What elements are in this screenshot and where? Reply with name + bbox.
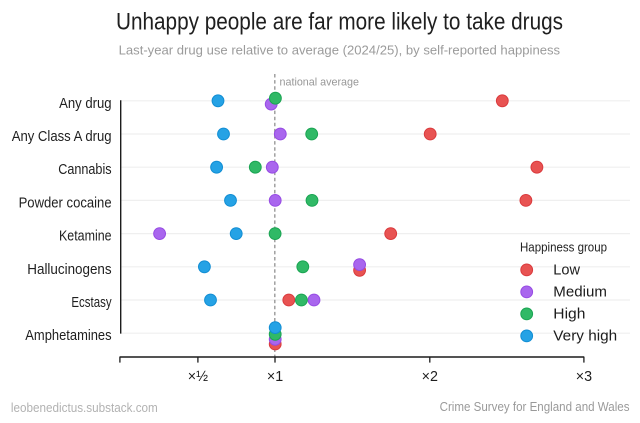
svg-text:Any Class A drug: Any Class A drug — [12, 128, 112, 145]
svg-text:×1: ×1 — [267, 369, 283, 385]
svg-text:Last-year drug use relative to: Last-year drug use relative to average (… — [119, 42, 561, 57]
svg-text:Unhappy people are far more li: Unhappy people are far more likely to ta… — [116, 9, 563, 36]
svg-text:×2: ×2 — [422, 369, 438, 385]
svg-text:Ecstasy: Ecstasy — [71, 294, 112, 311]
svg-text:Very high: Very high — [553, 328, 617, 345]
svg-text:national average: national average — [280, 77, 360, 89]
svg-text:Medium: Medium — [553, 284, 607, 301]
svg-text:leobenedictus.substack.com: leobenedictus.substack.com — [11, 401, 158, 415]
svg-text:Crime Survey for England and W: Crime Survey for England and Wales — [440, 399, 630, 414]
svg-text:Cannabis: Cannabis — [58, 161, 111, 178]
svg-text:Low: Low — [553, 262, 580, 279]
svg-text:Any drug: Any drug — [59, 95, 112, 112]
svg-text:×½: ×½ — [188, 369, 208, 385]
svg-text:×3: ×3 — [576, 369, 592, 385]
svg-text:High: High — [553, 306, 585, 323]
svg-text:Amphetamines: Amphetamines — [25, 327, 111, 344]
svg-text:Powder cocaine: Powder cocaine — [19, 194, 112, 211]
svg-text:Hallucinogens: Hallucinogens — [27, 261, 111, 278]
svg-text:Ketamine: Ketamine — [59, 228, 112, 245]
svg-text:Happiness group: Happiness group — [520, 241, 607, 255]
